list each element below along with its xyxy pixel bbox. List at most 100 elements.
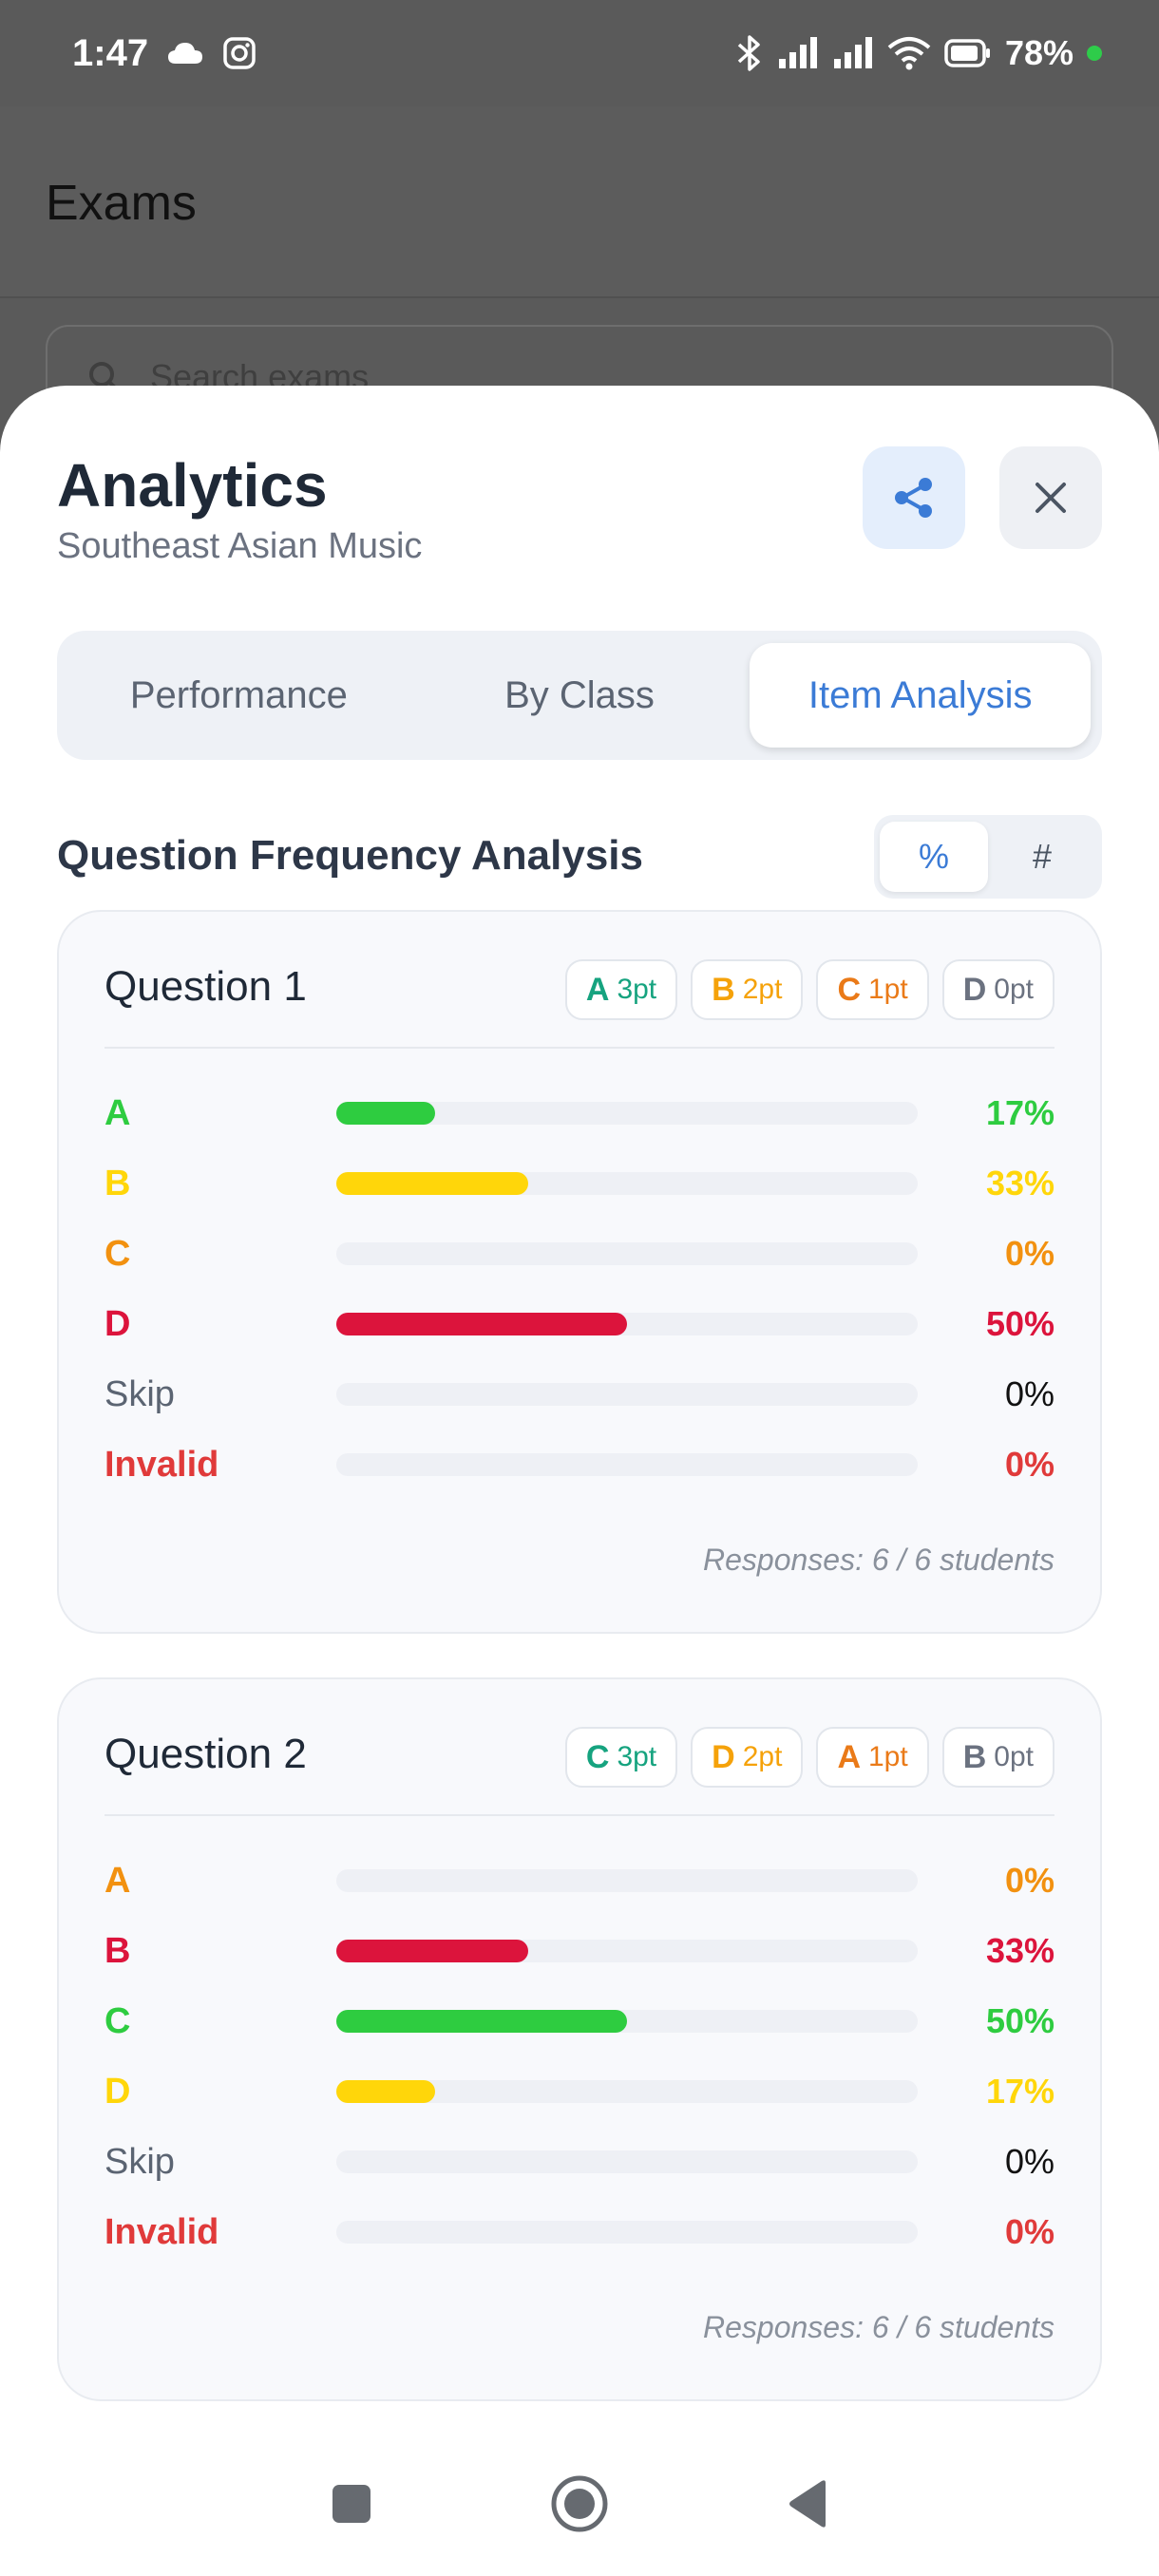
frequency-bar-track [336, 1453, 918, 1476]
option-percent: 17% [985, 2072, 1054, 2111]
question-card: Question 1 A 3pt B 2pt C 1pt D 0pt A 17% B 33% C 0% D 50… [57, 910, 1102, 1634]
badge-letter: C [585, 1738, 610, 1775]
answer-key-badge: B 2pt [691, 959, 804, 1020]
frequency-bar-track [336, 2010, 918, 2033]
answer-key-badges: C 3pt D 2pt A 1pt B 0pt [564, 1727, 1054, 1788]
sheet-title: Analytics [57, 451, 328, 520]
option-row: Skip 0% [104, 1366, 1054, 1423]
wifi-icon [887, 36, 931, 70]
responses-count: Responses: 6 / 6 students [703, 1543, 1054, 1577]
option-percent: 17% [985, 1093, 1054, 1132]
option-row: A 0% [104, 1852, 1054, 1909]
frequency-bar-track [336, 1940, 918, 1962]
option-label: C [104, 1233, 131, 1274]
option-label: D [104, 2071, 131, 2112]
close-button[interactable] [999, 446, 1102, 549]
badge-letter: D [712, 1738, 735, 1775]
signal-icon [777, 36, 819, 70]
answer-key-badge: D 0pt [941, 959, 1054, 1020]
option-percent: 0% [1004, 1445, 1054, 1484]
share-button[interactable] [863, 446, 965, 549]
frequency-bar-fill [336, 2080, 436, 2103]
status-time: 1:47 [72, 31, 149, 74]
option-percent: 33% [985, 1931, 1054, 1970]
option-label: A [104, 1860, 131, 1901]
analytics-sheet: Analytics Southeast Asian Music Performa… [0, 386, 1159, 2576]
option-label: A [104, 1092, 131, 1133]
app-header: Exams [0, 106, 1159, 298]
option-row: B 33% [104, 1923, 1054, 1979]
frequency-bar-track [336, 2080, 918, 2103]
back-button[interactable] [774, 2471, 841, 2537]
badge-letter: B [962, 1738, 987, 1775]
badge-points: 1pt [868, 974, 908, 1005]
option-percent: 50% [985, 2001, 1054, 2040]
question-divider [104, 1047, 1054, 1049]
question-card: Question 2 C 3pt D 2pt A 1pt B 0pt A 0% B 33% C 50% D 17… [57, 1677, 1102, 2401]
option-label: B [104, 1930, 131, 1971]
status-left: 1:47 [72, 32, 256, 75]
count-mode-button[interactable]: # [1032, 837, 1053, 876]
option-label: Skip [104, 1373, 175, 1414]
back-triangle-icon [786, 2479, 829, 2529]
option-row: C 50% [104, 1993, 1054, 2050]
responses-count: Responses: 6 / 6 students [703, 2310, 1054, 2344]
badge-points: 1pt [868, 1741, 908, 1772]
frequency-bar-track [336, 1313, 918, 1335]
home-button[interactable] [546, 2471, 613, 2537]
status-bar: 1:47 78% [0, 0, 1159, 106]
frequency-bar-fill [336, 2010, 627, 2033]
option-label: D [104, 1303, 131, 1344]
answer-key-badge: B 0pt [941, 1727, 1054, 1788]
battery-percent: 78% [1004, 33, 1074, 72]
percent-mode-button[interactable]: % [880, 822, 988, 892]
option-label: C [104, 2000, 131, 2041]
badge-letter: B [712, 971, 735, 1008]
section-title: Question Frequency Analysis [57, 832, 643, 879]
question-title: Question 1 [104, 963, 307, 1010]
system-nav-bar [0, 2432, 1159, 2576]
analytics-tabs: Performance By Class Item Analysis [57, 631, 1102, 760]
answer-key-badge: C 1pt [816, 959, 929, 1020]
option-percent: 0% [1004, 2142, 1054, 2181]
frequency-bar-fill [336, 1172, 528, 1195]
badge-letter: A [585, 971, 610, 1008]
battery-icon [944, 38, 992, 68]
badge-points: 2pt [742, 1741, 783, 1772]
badge-points: 2pt [742, 974, 783, 1005]
answer-key-badge: A 3pt [564, 959, 678, 1020]
recents-button[interactable] [318, 2471, 385, 2537]
badge-letter: C [837, 971, 861, 1008]
answer-key-badge: D 2pt [691, 1727, 804, 1788]
home-circle-icon [550, 2474, 609, 2533]
question-title: Question 2 [104, 1731, 307, 1777]
frequency-bar-track [336, 2150, 918, 2173]
option-percent: 0% [1004, 1234, 1054, 1273]
answer-key-badge: A 1pt [816, 1727, 929, 1788]
display-mode-toggle: % # [874, 815, 1102, 899]
frequency-bar-track [336, 1172, 918, 1195]
badge-points: 0pt [994, 1741, 1034, 1772]
option-percent: 0% [1004, 1861, 1054, 1900]
badge-points: 3pt [617, 1741, 657, 1772]
tab-performance[interactable]: Performance [129, 673, 348, 716]
tab-item-analysis[interactable]: Item Analysis [750, 643, 1092, 748]
tab-by-class[interactable]: By Class [504, 673, 655, 716]
answer-key-badge: C 3pt [564, 1727, 678, 1788]
frequency-bar-fill [336, 1102, 436, 1125]
option-label: Invalid [104, 2211, 219, 2252]
option-row: D 17% [104, 2063, 1054, 2120]
sheet-subtitle: Southeast Asian Music [57, 526, 423, 566]
cloud-icon [167, 41, 203, 66]
option-percent: 0% [1004, 2212, 1054, 2251]
answer-key-badges: A 3pt B 2pt C 1pt D 0pt [564, 959, 1054, 1020]
option-label: Skip [104, 2141, 175, 2182]
frequency-bar-track [336, 2221, 918, 2244]
option-percent: 0% [1004, 1374, 1054, 1413]
badge-points: 3pt [617, 974, 657, 1005]
status-right: 78% [735, 33, 1102, 73]
question-divider [104, 1814, 1054, 1816]
badge-letter: D [962, 971, 987, 1008]
option-row: Invalid 0% [104, 2204, 1054, 2261]
option-percent: 50% [985, 1304, 1054, 1343]
